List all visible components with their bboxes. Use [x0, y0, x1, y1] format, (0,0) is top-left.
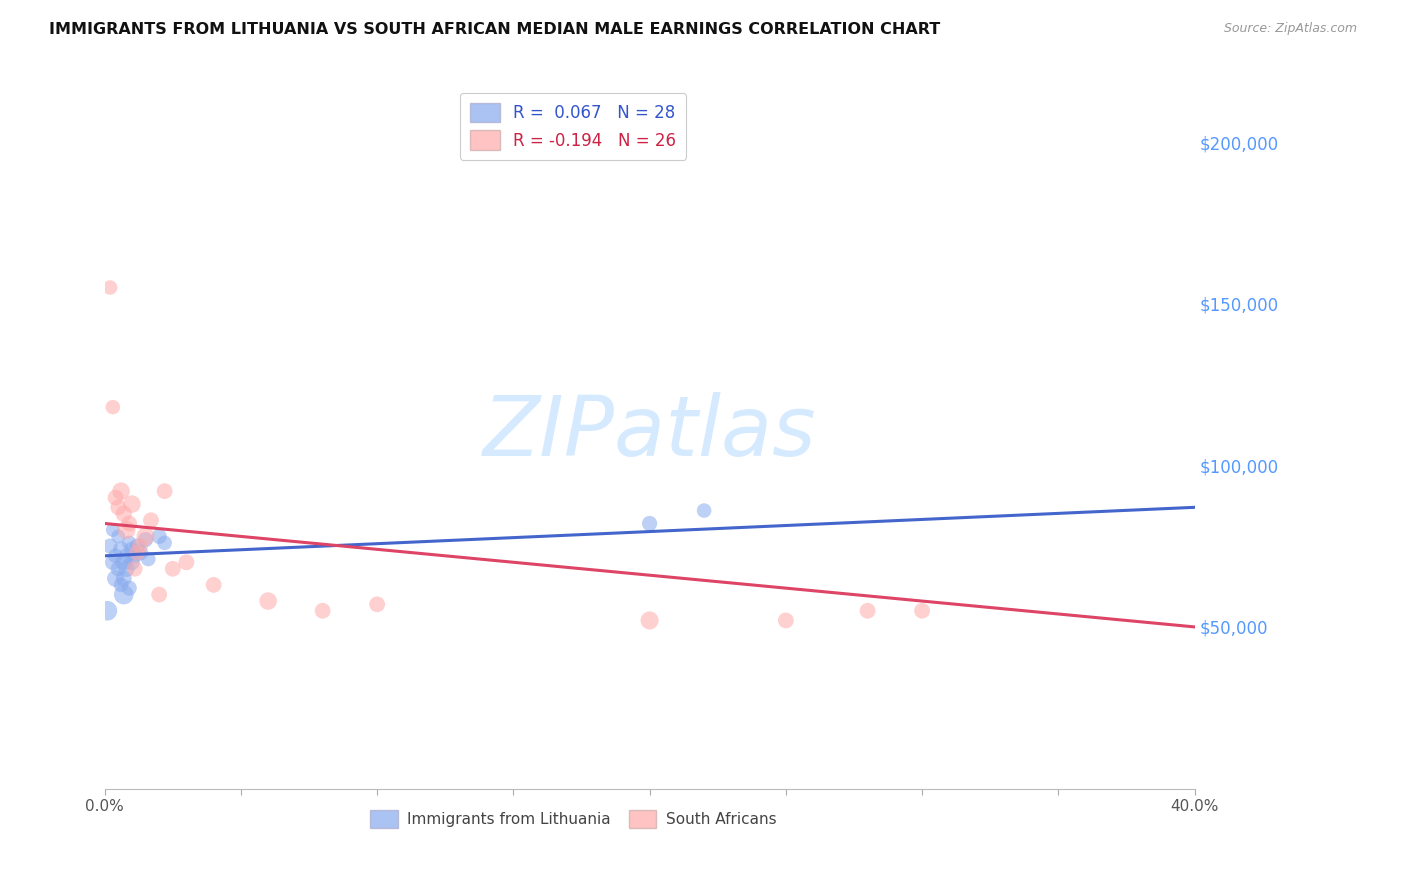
Point [129, 539, 152, 553]
Point [107, 529, 129, 543]
Point [148, 529, 170, 543]
Point [115, 562, 138, 576]
Point [121, 497, 143, 511]
Point [104, 491, 127, 505]
Point [107, 500, 129, 515]
Text: IMMIGRANTS FROM LITHUANIA VS SOUTH AFRICAN MEDIAN MALE EARNINGS CORRELATION CHAR: IMMIGRANTS FROM LITHUANIA VS SOUTH AFRIC… [49, 22, 941, 37]
Point [148, 588, 170, 602]
Point [112, 588, 135, 602]
Point [257, 594, 280, 608]
Point [638, 516, 661, 531]
Point [101, 523, 124, 537]
Point [162, 562, 184, 576]
Point [115, 549, 138, 563]
Point [124, 549, 146, 563]
Point [693, 503, 716, 517]
Point [135, 533, 157, 547]
Point [121, 542, 143, 557]
Point [115, 523, 138, 537]
Point [176, 555, 198, 569]
Point [118, 536, 141, 550]
Point [98, 280, 121, 294]
Point [98, 539, 121, 553]
Point [104, 549, 127, 563]
Point [136, 552, 159, 566]
Point [311, 604, 333, 618]
Point [96, 604, 118, 618]
Point [135, 529, 157, 543]
Point [101, 555, 124, 569]
Point [104, 571, 127, 585]
Point [121, 555, 143, 569]
Point [124, 562, 146, 576]
Point [856, 604, 879, 618]
Point [202, 578, 225, 592]
Point [118, 581, 141, 595]
Text: ZIPatlas: ZIPatlas [482, 392, 817, 474]
Point [112, 555, 135, 569]
Point [110, 542, 132, 557]
Legend: Immigrants from Lithuania, South Africans: Immigrants from Lithuania, South African… [364, 805, 782, 834]
Point [112, 571, 135, 585]
Point [118, 516, 141, 531]
Point [112, 507, 135, 521]
Point [153, 484, 176, 499]
Point [127, 539, 149, 553]
Point [127, 545, 149, 559]
Point [911, 604, 934, 618]
Point [110, 484, 132, 499]
Point [110, 578, 132, 592]
Point [366, 597, 388, 611]
Point [153, 536, 176, 550]
Point [638, 614, 661, 628]
Point [129, 545, 152, 559]
Point [775, 614, 797, 628]
Text: Source: ZipAtlas.com: Source: ZipAtlas.com [1223, 22, 1357, 36]
Point [101, 400, 124, 414]
Point [139, 513, 162, 527]
Point [107, 562, 129, 576]
